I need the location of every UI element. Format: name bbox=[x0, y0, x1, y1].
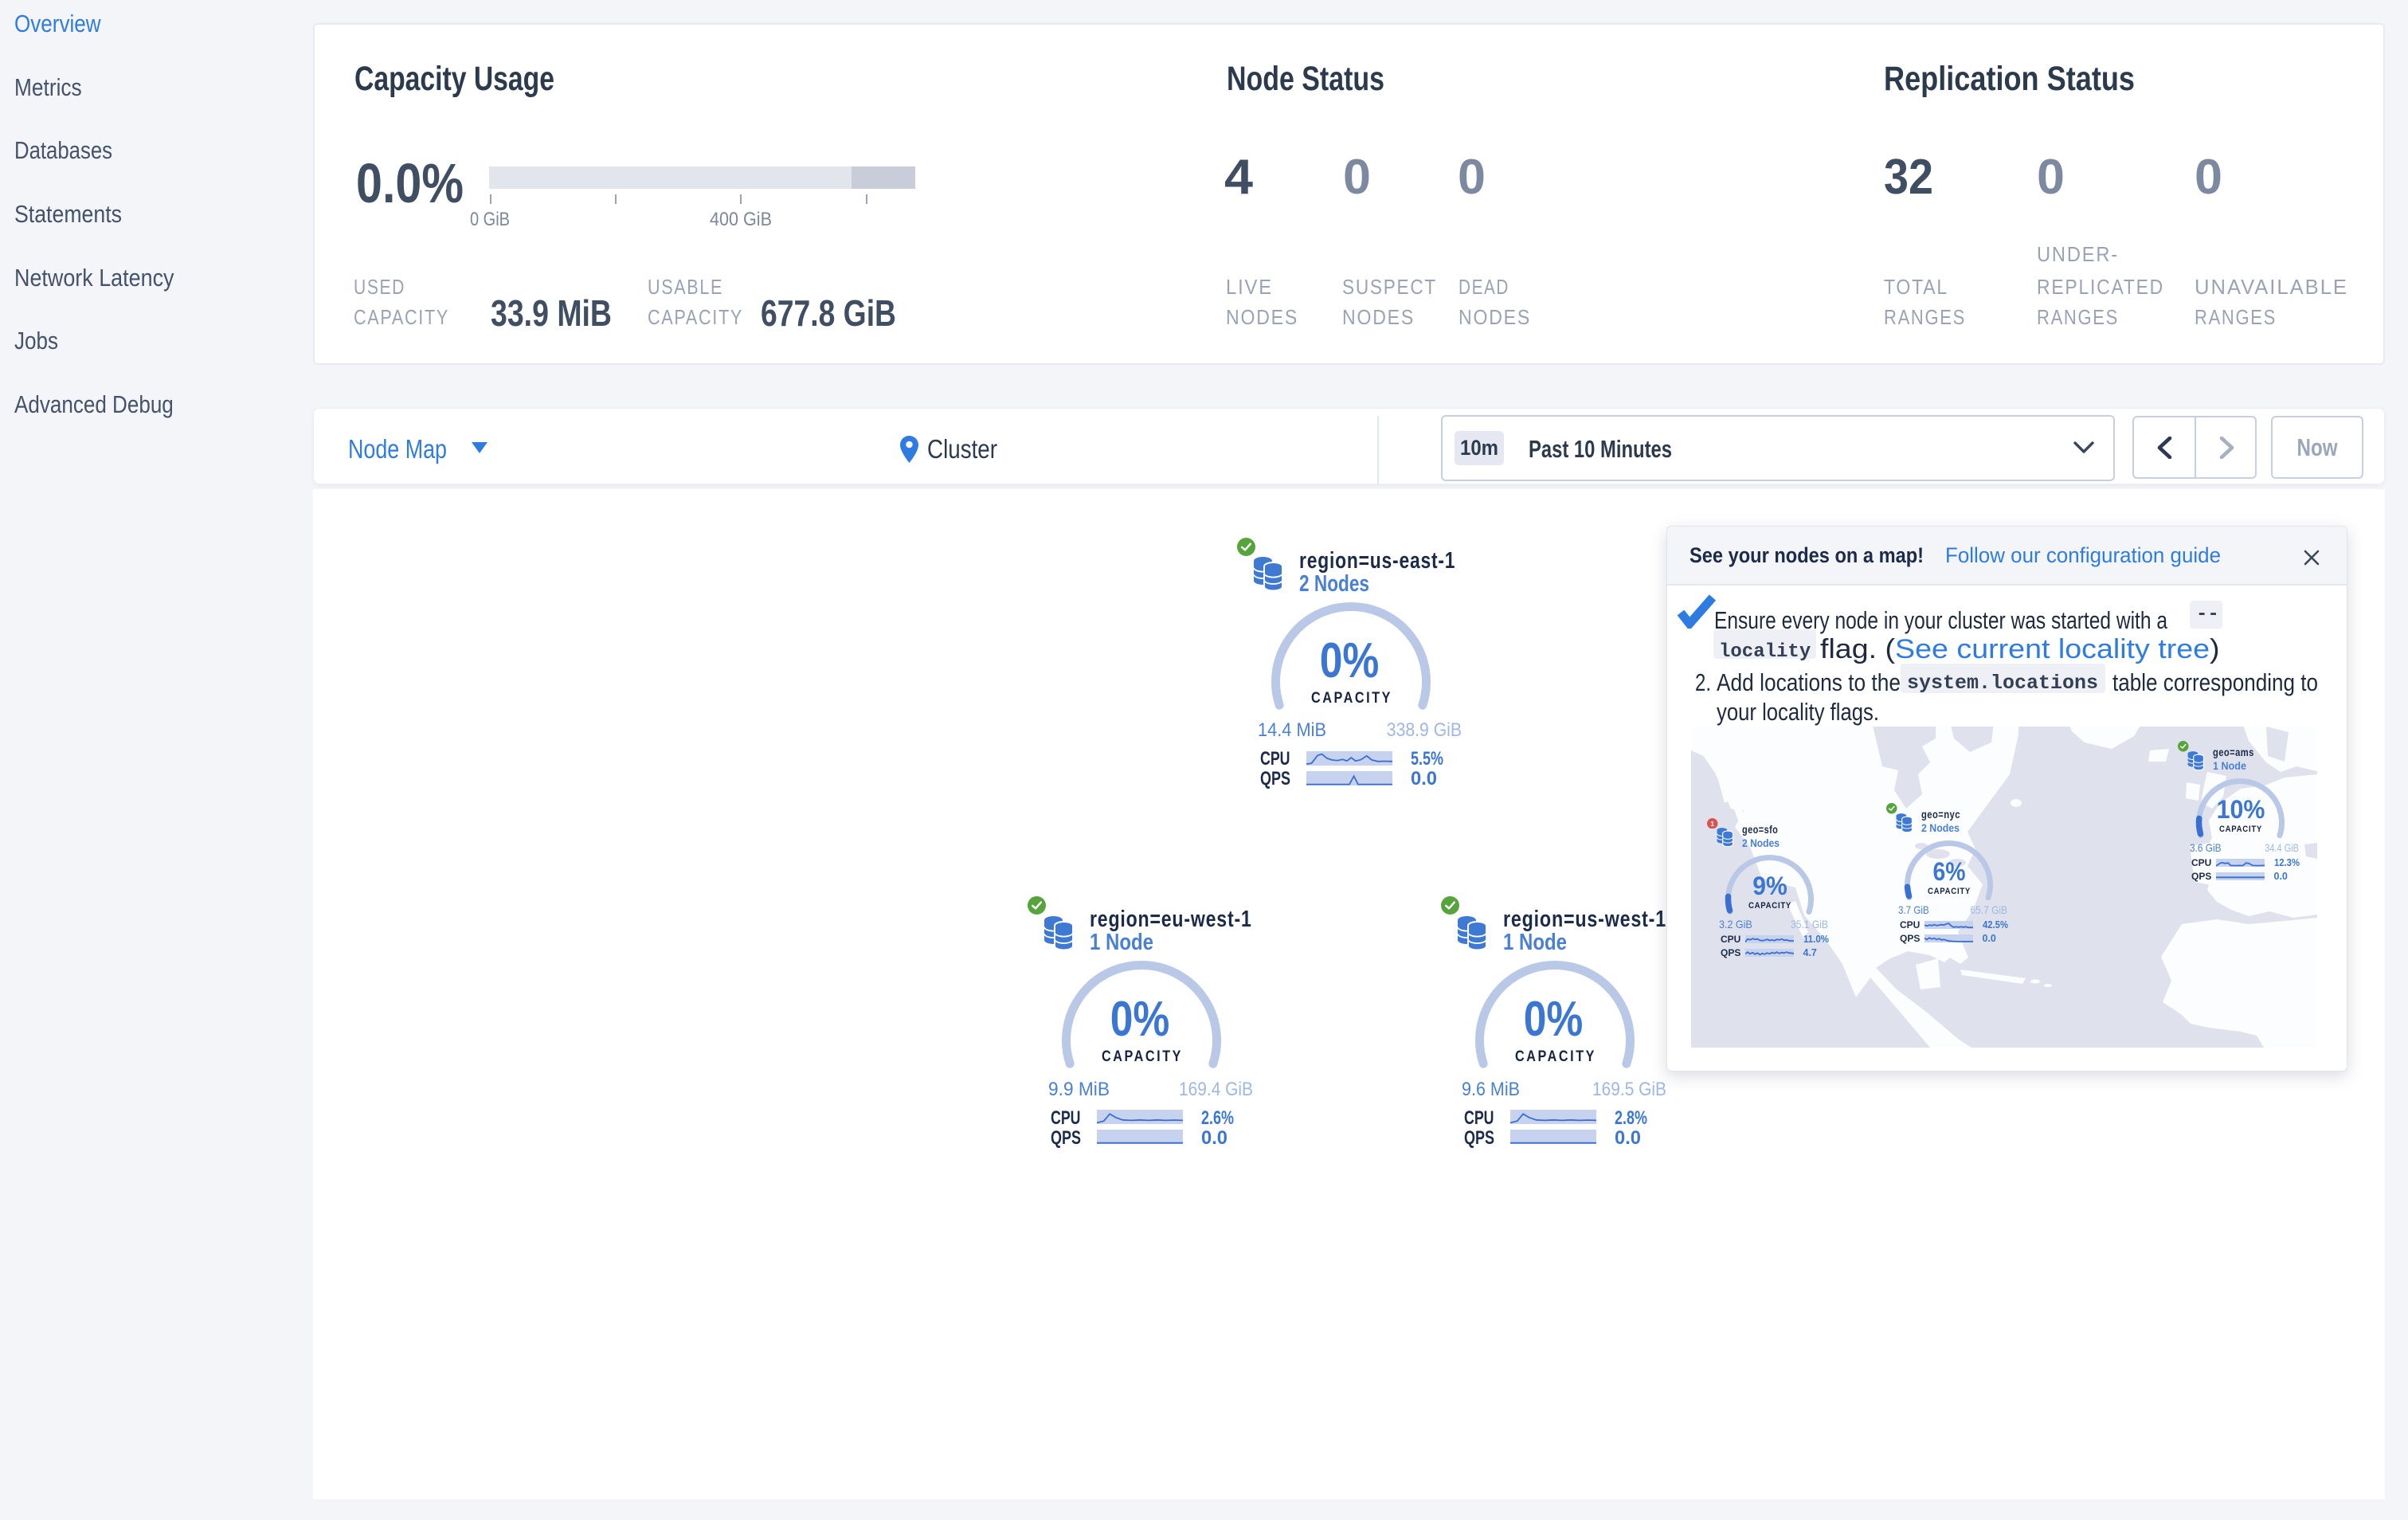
svg-text:1: 1 bbox=[1711, 819, 1715, 827]
